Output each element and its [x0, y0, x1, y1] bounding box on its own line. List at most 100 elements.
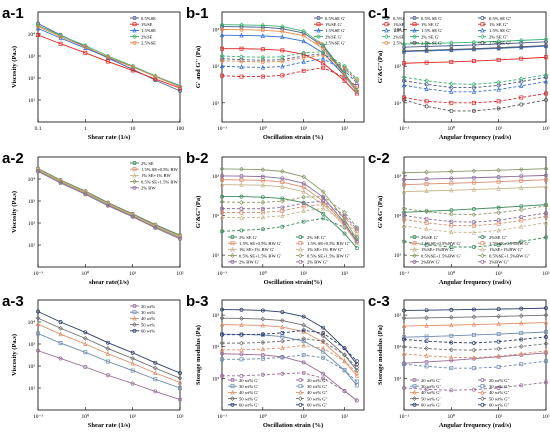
data-point	[153, 389, 158, 394]
data-point	[471, 180, 476, 185]
data-point	[496, 80, 502, 85]
panel-c1: c-1 10⁻¹ 10⁰ 10¹ 10² 10¹ 10² 10³ Angular frequen…	[368, 5, 550, 141]
data-point	[321, 371, 326, 376]
legend-marker	[384, 34, 389, 39]
legend-label: 2% SE G''	[489, 34, 508, 39]
data-point	[402, 97, 406, 102]
series-line	[403, 99, 547, 112]
data-point	[260, 195, 265, 200]
panel-label: a-3	[2, 293, 24, 310]
data-point	[301, 314, 306, 319]
data-point	[280, 73, 285, 78]
legend-marker	[480, 389, 485, 395]
data-point	[280, 213, 285, 218]
x-tick-label: 10⁰	[81, 270, 90, 277]
legend-label: 30 wt% G'	[239, 384, 259, 389]
series-line	[37, 311, 181, 374]
data-point	[260, 308, 265, 313]
data-point	[543, 184, 549, 189]
data-point	[260, 22, 266, 28]
data-point	[471, 100, 476, 105]
data-point	[496, 332, 501, 336]
data-point	[220, 58, 224, 63]
data-point	[301, 322, 307, 328]
data-point	[402, 177, 406, 182]
data-point	[36, 33, 40, 37]
y-axis-title: G'&G''(Pa)	[377, 51, 384, 84]
x-tick-label: 1	[84, 126, 87, 132]
data-point	[58, 325, 63, 331]
data-point	[58, 181, 63, 185]
legend-marker	[412, 396, 417, 401]
data-point	[424, 322, 429, 328]
data-point	[220, 46, 224, 51]
legend-marker	[298, 253, 303, 258]
series-line	[403, 212, 547, 223]
x-tick-label: 10⁰	[447, 270, 456, 277]
data-point	[220, 351, 224, 356]
data-point	[239, 22, 244, 28]
legend-marker	[412, 402, 417, 407]
data-point	[449, 333, 454, 338]
data-point	[449, 219, 454, 224]
data-point	[321, 325, 326, 330]
data-point	[402, 337, 406, 342]
legend-marker	[230, 384, 235, 389]
data-point	[321, 65, 326, 70]
data-point	[519, 185, 524, 190]
data-point	[448, 315, 454, 320]
y-tick-label: 10¹	[212, 253, 220, 259]
x-tick-label: 10⁻¹	[217, 414, 227, 420]
data-point	[471, 321, 477, 327]
y-axis-title: G'&G''(Pa)	[377, 196, 384, 229]
data-point	[354, 78, 359, 83]
data-point	[58, 33, 63, 38]
legend-marker	[230, 235, 235, 239]
data-point	[471, 245, 476, 249]
legend-label: 1.5%SE	[141, 28, 156, 33]
x-axis-title: Angular frequency (rad/s)	[439, 422, 511, 429]
y-tick-label: 10¹	[28, 98, 36, 104]
data-point	[239, 182, 244, 187]
data-point	[58, 356, 63, 361]
data-point	[280, 180, 285, 184]
x-tick-label: 10¹	[300, 414, 308, 420]
data-point	[36, 169, 40, 174]
data-point	[279, 338, 285, 344]
data-point	[543, 43, 549, 49]
data-point	[449, 60, 454, 64]
x-tick-label: 100	[176, 126, 185, 132]
legend-marker	[132, 16, 137, 20]
legend-marker	[132, 27, 137, 33]
data-point	[519, 178, 524, 183]
data-point	[471, 332, 476, 337]
data-point	[260, 54, 266, 60]
x-tick-label: 10²	[341, 271, 349, 277]
y-tick-label: 10³	[212, 313, 220, 319]
data-point	[260, 64, 265, 70]
data-point	[130, 64, 135, 69]
data-point	[321, 216, 326, 221]
x-tick-label: 10¹	[495, 271, 503, 277]
data-point	[301, 33, 306, 38]
data-point	[153, 360, 158, 365]
data-point	[401, 41, 407, 47]
data-point	[354, 359, 359, 364]
data-point	[239, 347, 244, 352]
data-point	[220, 210, 224, 215]
legend-label: 40 wt%	[141, 316, 155, 321]
x-tick-label: 10⁻¹	[399, 414, 409, 420]
data-point	[449, 223, 454, 228]
data-point	[401, 223, 407, 228]
legend-marker	[298, 396, 303, 401]
legend-marker	[132, 161, 137, 165]
data-point	[402, 217, 406, 222]
data-point	[130, 381, 135, 386]
data-point	[401, 206, 407, 211]
data-point	[449, 47, 454, 52]
legend-label: 40 wt% G'	[421, 390, 441, 395]
y-tick-label: 10³	[394, 174, 402, 180]
data-point	[130, 214, 135, 219]
data-point	[519, 40, 524, 45]
series-line	[221, 217, 358, 238]
